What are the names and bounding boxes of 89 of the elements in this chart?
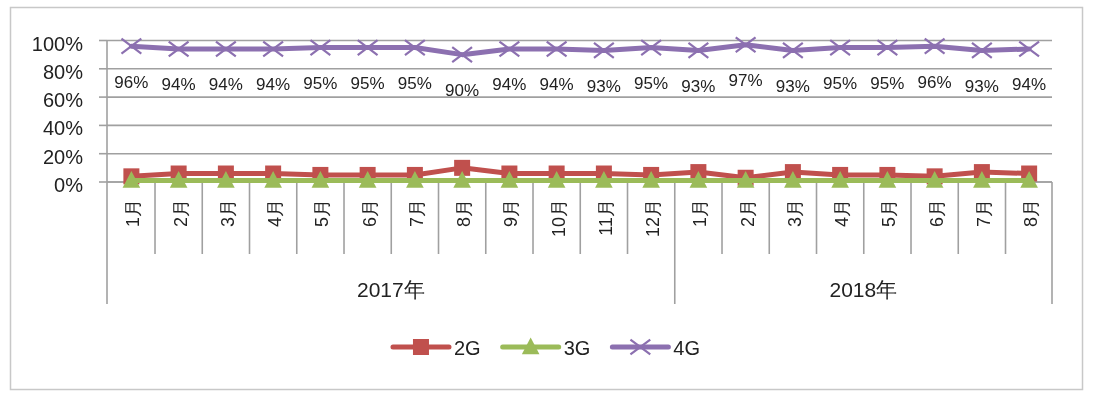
point (734, 36, 757, 54)
x-tick-label: 12月 (643, 199, 664, 238)
point (498, 40, 521, 58)
y-tick-label: 20% (42, 145, 84, 168)
point (592, 41, 615, 59)
y-tick-label: 80% (42, 60, 84, 83)
text: 2017年 (357, 277, 425, 301)
point (356, 39, 379, 57)
y-tick-label: 60% (42, 89, 84, 112)
data-label: 94% (161, 75, 196, 95)
point (214, 40, 237, 58)
point (876, 39, 899, 57)
data-label: 94% (256, 75, 291, 95)
legend-label: 4G (673, 337, 701, 359)
data-label: 94% (1012, 75, 1047, 95)
data-label: 95% (303, 74, 338, 94)
x-tick-label: 3月 (217, 199, 238, 228)
data-label: 93% (964, 76, 999, 96)
point (640, 39, 663, 57)
x-tick-label: 1月 (690, 199, 711, 228)
x-tick-label: 8月 (454, 199, 475, 228)
data-label: 93% (775, 76, 810, 96)
point (167, 40, 190, 58)
point (923, 37, 946, 55)
point (403, 39, 426, 57)
legend-label: 3G (563, 337, 591, 359)
x-tick-label: 5月 (879, 199, 900, 228)
data-label: 94% (208, 75, 243, 95)
x-tick-label: 1月 (123, 199, 144, 228)
x-tick-label: 4月 (265, 199, 286, 228)
x-tick-label: 4月 (832, 199, 853, 228)
point (406, 170, 424, 188)
point (262, 40, 285, 58)
x-tick-label: 7月 (973, 199, 994, 228)
data-label: 96% (114, 72, 149, 92)
x-tick-label: 5月 (312, 199, 333, 228)
data-label: 94% (492, 75, 527, 95)
point (120, 37, 143, 55)
y-tick-label: 100% (31, 32, 84, 55)
data-label: 90% (445, 81, 480, 101)
data-label: 95% (823, 74, 858, 94)
point (451, 46, 474, 64)
x-tick-label: 6月 (359, 199, 380, 228)
legend-label: 2G (453, 337, 481, 359)
point (831, 170, 849, 188)
x-tick-label: 2月 (170, 199, 191, 228)
point (1018, 40, 1041, 58)
point (878, 170, 897, 188)
point (595, 170, 613, 188)
point (358, 170, 377, 188)
data-label: 97% (728, 71, 763, 91)
point (784, 170, 802, 188)
point (264, 170, 282, 188)
x-tick-label: 6月 (926, 199, 947, 228)
data-label: 95% (397, 74, 432, 94)
point (547, 170, 566, 188)
point (781, 41, 804, 59)
x-tick-label: 11月 (595, 199, 616, 236)
y-tick-label: 0% (54, 174, 84, 196)
data-label: 95% (350, 74, 385, 94)
point (689, 170, 708, 188)
point (453, 170, 471, 188)
text: 2018年 (829, 277, 898, 301)
point (829, 39, 852, 57)
point (169, 170, 188, 188)
data-label: 95% (870, 74, 905, 94)
x-tick-label: 9月 (501, 199, 522, 228)
point (970, 41, 993, 59)
point (311, 170, 330, 188)
data-label: 93% (586, 76, 621, 96)
y-tick-label: 40% (42, 117, 84, 140)
point (545, 40, 568, 58)
point (454, 159, 471, 176)
point (500, 170, 519, 188)
point (217, 170, 235, 188)
data-label: 95% (634, 74, 669, 94)
x-tick-label: 10月 (548, 199, 569, 238)
data-label: 94% (539, 75, 574, 95)
data-label: 96% (917, 72, 952, 92)
point (1020, 170, 1038, 188)
data-label: 93% (681, 76, 716, 96)
point (642, 170, 660, 188)
x-tick-label: 7月 (406, 199, 427, 228)
x-tick-label: 8月 (1021, 199, 1042, 228)
point (687, 41, 710, 59)
point (309, 39, 332, 57)
x-tick-label: 2月 (737, 199, 758, 228)
x-tick-label: 3月 (784, 199, 805, 228)
point (973, 170, 991, 188)
